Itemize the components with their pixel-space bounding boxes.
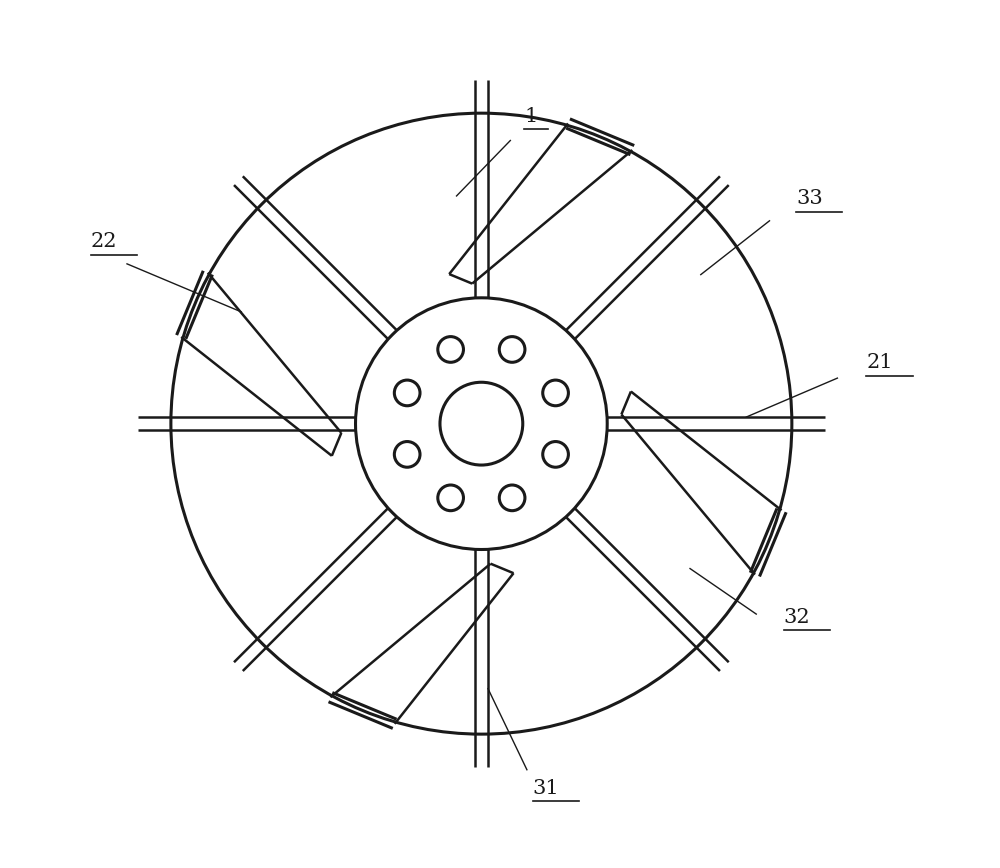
Text: 22: 22 <box>91 233 117 252</box>
Text: 21: 21 <box>866 353 893 372</box>
Text: 31: 31 <box>533 779 559 798</box>
Text: 32: 32 <box>784 608 810 627</box>
Circle shape <box>356 298 607 549</box>
Text: 1: 1 <box>524 107 538 126</box>
Text: 33: 33 <box>796 189 823 208</box>
